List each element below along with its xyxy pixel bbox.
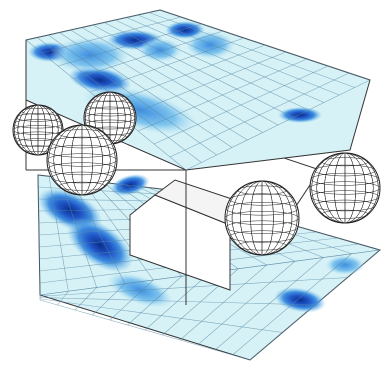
sphere-right-back [309,152,381,224]
spheres-group [12,91,381,256]
sphere-left-front [46,124,118,196]
sphere-right-front [224,180,300,256]
sphere-left-back [12,104,64,156]
top-mesh-grid [25,9,371,171]
